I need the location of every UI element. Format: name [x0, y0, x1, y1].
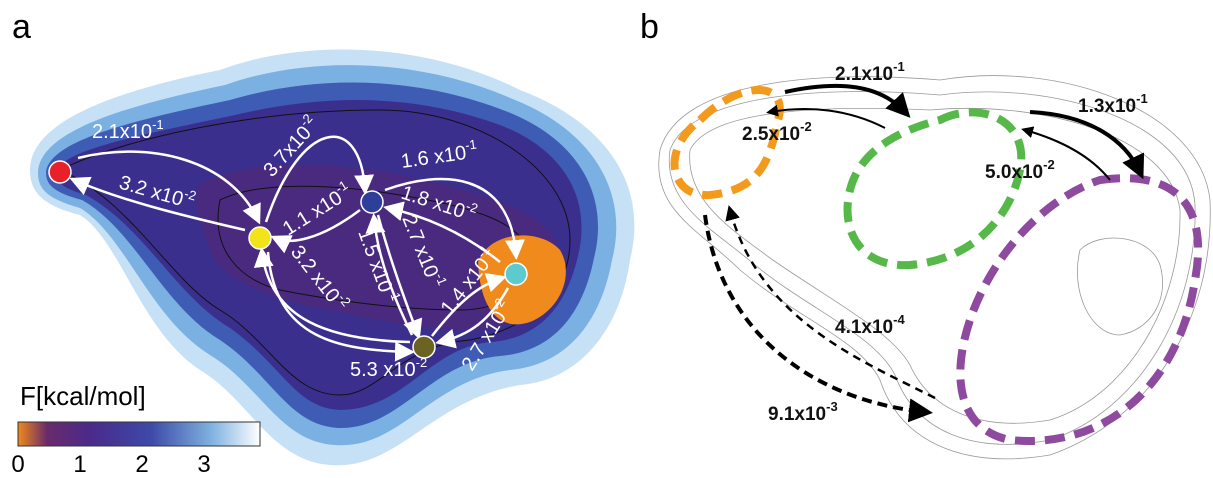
colorbar-tick-label: 1 — [73, 451, 86, 478]
state-node — [412, 335, 436, 359]
rate-exponent: -1 — [1136, 91, 1148, 106]
state-node — [48, 160, 72, 184]
rate-mantissa: 2.1x10 — [92, 121, 152, 143]
rate-label: 2.5x10-2 — [742, 119, 812, 145]
rate-mantissa: 4.1x10 — [835, 317, 893, 338]
arrow — [766, 104, 886, 129]
arrow — [77, 150, 261, 225]
colorbar-tick-label: 2 — [135, 451, 148, 478]
rate-label: 5.0x10-2 — [985, 157, 1055, 183]
arrow — [725, 205, 936, 400]
rate-label: 9.1x10-3 — [768, 399, 838, 425]
rate-exponent: -2 — [1043, 157, 1055, 172]
colorbar-title: F[kcal/mol] — [20, 381, 146, 411]
arrow — [1021, 126, 1111, 181]
rate-exponent: -3 — [826, 399, 838, 414]
contour-line — [689, 107, 1181, 424]
state-boundary — [956, 174, 1203, 445]
arrow — [435, 287, 510, 349]
rate-label: 1.3x10-1 — [1078, 91, 1148, 117]
arrow — [431, 273, 507, 337]
rate-exponent: -4 — [893, 312, 905, 327]
colorbar-tick-label: 3 — [197, 451, 210, 478]
rate-exponent: -2 — [183, 186, 198, 204]
colorbar-tick-label: 0 — [11, 451, 24, 478]
arrow — [1029, 110, 1145, 180]
colorbar: F[kcal/mol] — [17, 381, 261, 447]
energy-landscape — [30, 49, 635, 466]
rate-mantissa: 5.0x10 — [985, 162, 1043, 183]
rate-label: 5.3 x10-2 — [350, 355, 427, 381]
rate-label: 2.1x10-1 — [92, 117, 164, 143]
contour-line — [668, 91, 1196, 445]
state-boundary — [670, 86, 784, 200]
arrow — [253, 247, 411, 344]
arrow — [69, 176, 246, 232]
rate-label: 2.1x10-1 — [835, 59, 905, 85]
rate-mantissa: 5.3 x10 — [350, 359, 416, 381]
contour-line — [1077, 237, 1163, 336]
rate-exponent: -1 — [432, 271, 450, 287]
rate-exponent: -2 — [464, 198, 480, 216]
arrow — [703, 214, 933, 423]
state-node — [360, 190, 384, 214]
arrow — [383, 201, 501, 263]
state-node — [248, 226, 272, 250]
rate-exponent: -1 — [386, 286, 404, 302]
arrow — [264, 135, 375, 223]
rate-mantissa: 1.3x10 — [1078, 96, 1136, 117]
panel-label: b — [640, 8, 659, 46]
rate-exponent: -2 — [800, 119, 812, 134]
rate-exponent: -2 — [416, 355, 428, 370]
contour-line — [58, 109, 571, 396]
arrow — [270, 208, 361, 254]
rate-label: 4.1x10-4 — [835, 312, 905, 338]
network-b — [658, 75, 1211, 460]
arrow — [384, 177, 525, 260]
arrow — [784, 83, 911, 118]
state-boundary — [843, 108, 1026, 270]
state-node — [504, 262, 528, 286]
rate-mantissa: 9.1x10 — [768, 404, 826, 425]
rate-exponent: -1 — [152, 117, 164, 132]
colorbar-scale — [17, 421, 261, 447]
rate-mantissa: 2.1x10 — [835, 64, 893, 85]
arrow — [365, 213, 414, 336]
rate-mantissa: 2.5x10 — [742, 124, 800, 145]
rate-exponent: -1 — [464, 136, 478, 152]
panel-label: a — [12, 8, 31, 46]
rate-exponent: -1 — [893, 59, 905, 74]
arrow — [266, 251, 415, 362]
